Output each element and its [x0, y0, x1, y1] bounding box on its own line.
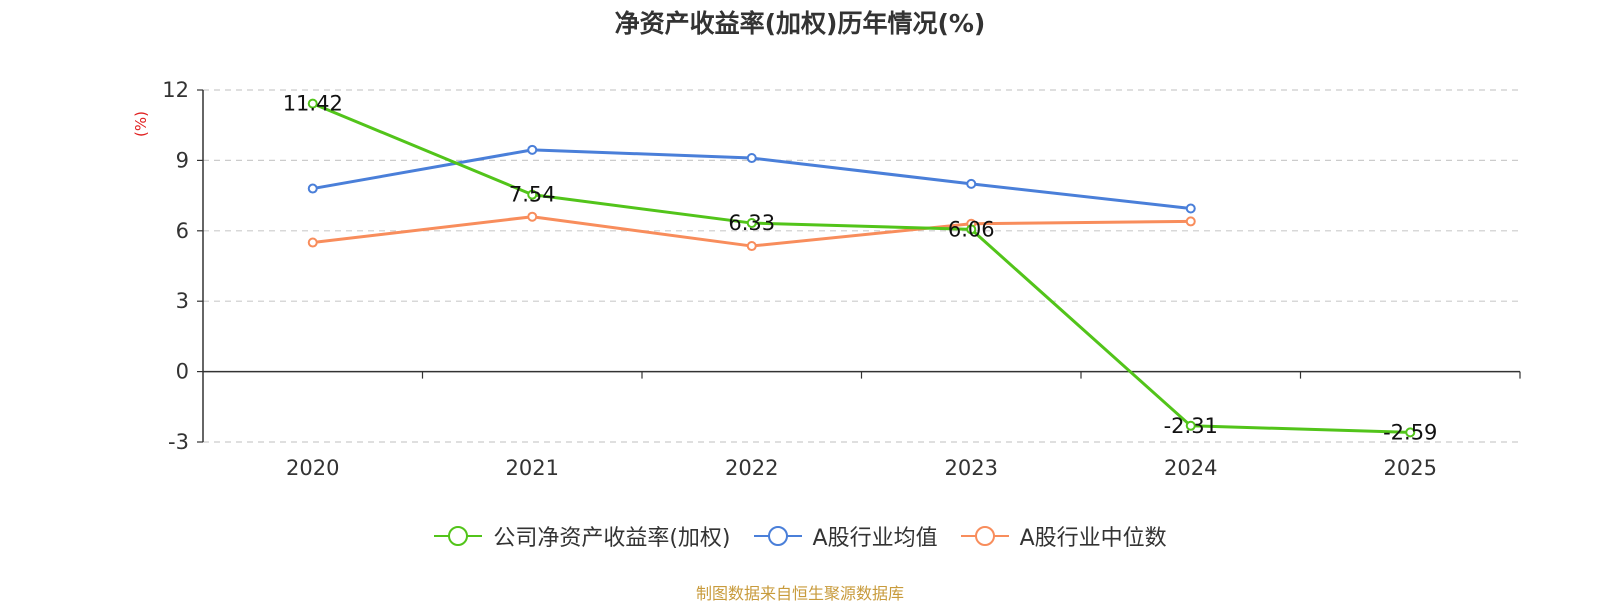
grid-lines: [203, 89, 1520, 443]
legend-item[interactable]: A股行业均值: [753, 520, 938, 552]
data-point: [1185, 203, 1196, 214]
data-label: 6.06: [948, 217, 995, 241]
legend-symbol-icon: [753, 526, 802, 546]
data-point: [746, 153, 757, 164]
legend-item[interactable]: 公司净资产收益率(加权): [433, 520, 731, 552]
y-tick-label: 12: [162, 78, 189, 102]
y-tick-label: 3: [176, 289, 189, 313]
y-axis-label: (%): [132, 111, 150, 137]
data-label: 7.54: [509, 183, 556, 207]
data-labels: 11.42 7.54 6.33 6.06 -2.31 -2.59: [283, 92, 1438, 445]
data-point: [966, 224, 977, 235]
data-point: [527, 211, 538, 222]
y-tick-label: 6: [176, 219, 189, 243]
x-tick-label: 2024: [1164, 456, 1217, 480]
legend-symbol-icon: [434, 526, 483, 546]
x-tick-label: 2023: [945, 456, 998, 480]
data-point: [527, 144, 538, 155]
data-label: 11.42: [283, 92, 343, 116]
x-tick-label: 2021: [506, 456, 559, 480]
data-label: 6.33: [728, 211, 775, 235]
data-label: -2.59: [1383, 420, 1437, 444]
data-point: [307, 237, 318, 248]
y-tick-label: 9: [176, 148, 189, 172]
data-point: [1185, 420, 1196, 431]
legend-label: 公司净资产收益率(加权): [493, 526, 731, 551]
chart-title: 净资产收益率(加权)历年情况(%): [614, 9, 986, 38]
x-tick-label: 2025: [1384, 456, 1437, 480]
axes: -3 0 3 6 9 12 2020 2021 2022 2023 2024 2025: [162, 78, 1521, 480]
data-point: [966, 178, 977, 189]
series-lines: [307, 98, 1416, 438]
data-point: [527, 189, 538, 200]
data-point: [307, 98, 318, 109]
legend: 公司净资产收益率(加权) A股行业均值 A股行业中位数: [0, 520, 1600, 552]
data-label: -2.31: [1164, 414, 1218, 438]
series-line: [312, 102, 1411, 434]
legend-label: A股行业均值: [812, 526, 938, 551]
legend-label: A股行业中位数: [1019, 526, 1167, 551]
legend-symbol-icon: [960, 526, 1009, 546]
x-tick-label: 2022: [725, 456, 778, 480]
data-point: [746, 218, 757, 229]
data-point: [746, 241, 757, 252]
data-point: [1405, 427, 1416, 438]
x-tick-label: 2020: [286, 456, 339, 480]
data-point: [1185, 216, 1196, 227]
source-note: 制图数据来自恒生聚源数据库: [695, 584, 904, 603]
y-tick-label: -3: [168, 430, 189, 454]
legend-item[interactable]: A股行业中位数: [960, 520, 1167, 552]
data-point: [307, 183, 318, 194]
y-tick-label: 0: [176, 360, 189, 384]
